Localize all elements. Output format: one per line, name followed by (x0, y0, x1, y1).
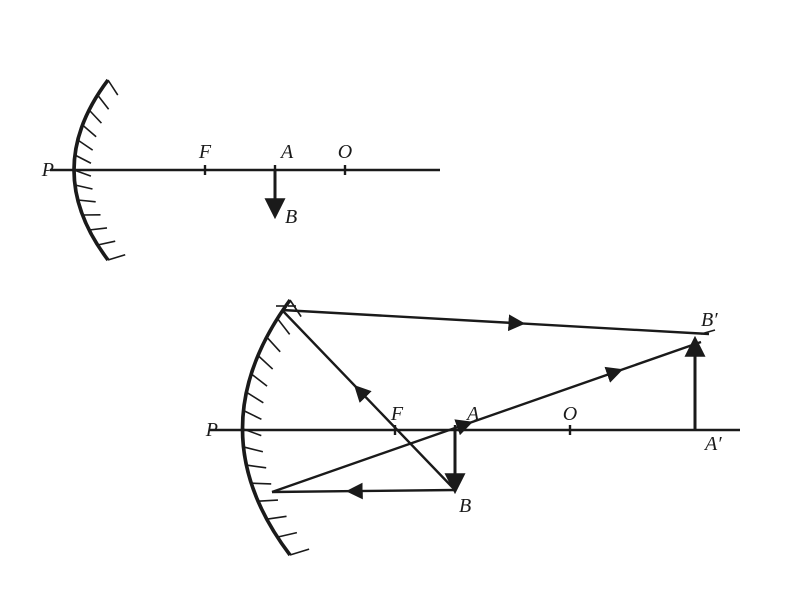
svg-text:F: F (390, 403, 404, 425)
svg-text:B: B (285, 206, 297, 228)
svg-text:B′: B′ (701, 309, 718, 331)
optics-diagram: P F A O B P F A O B A′ B′ (0, 0, 800, 600)
svg-text:O: O (563, 403, 577, 425)
svg-text:B: B (459, 495, 471, 517)
svg-text:F: F (198, 141, 212, 163)
svg-text:A: A (465, 403, 480, 425)
svg-text:O: O (338, 141, 352, 163)
svg-text:A: A (279, 141, 294, 163)
svg-text:A′: A′ (703, 433, 722, 455)
svg-text:P: P (41, 159, 54, 181)
svg-text:P: P (205, 419, 218, 441)
